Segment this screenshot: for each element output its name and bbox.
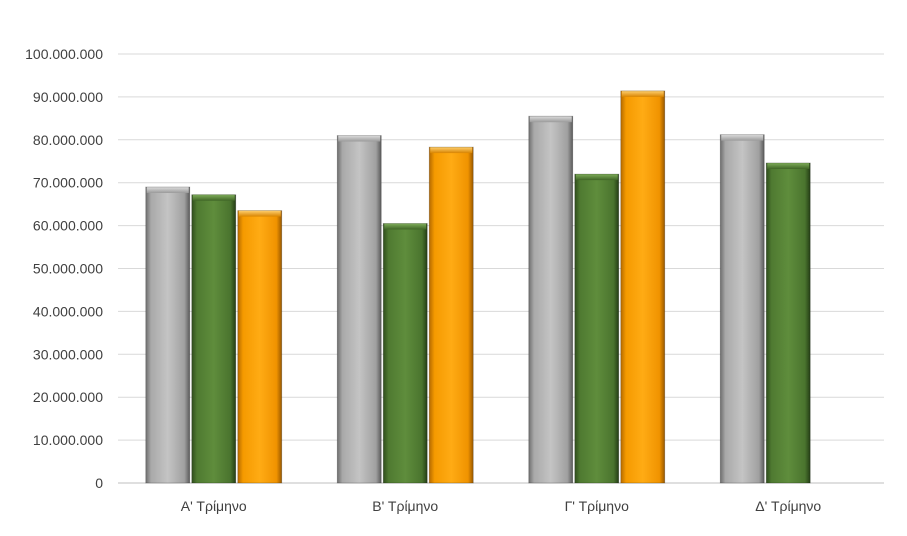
x-tick-label: Β' Τρίμηνο (372, 498, 438, 514)
bar (765, 162, 811, 484)
bar (382, 223, 428, 484)
bars (145, 90, 811, 484)
y-tick-label: 10.000.000 (33, 432, 103, 448)
y-tick-label: 70.000.000 (33, 175, 103, 191)
y-tick-label: 50.000.000 (33, 261, 103, 277)
y-axis: 0 10.000.000 20.000.000 30.000.000 40.000.00… (25, 46, 103, 491)
bar (237, 210, 283, 484)
x-tick-label: Δ' Τρίμηνο (755, 498, 821, 514)
bar (428, 146, 474, 484)
x-tick-label: Α' Τρίμηνο (181, 498, 247, 514)
y-tick-label: 60.000.000 (33, 218, 103, 234)
y-tick-label: 90.000.000 (33, 89, 103, 105)
y-tick-label: 100.000.000 (25, 46, 103, 62)
y-tick-label: 30.000.000 (33, 346, 103, 362)
x-axis: Α' Τρίμηνο Β' Τρίμηνο Γ' Τρίμηνο Δ' Τρίμηνο (181, 498, 822, 514)
y-tick-label: 20.000.000 (33, 389, 103, 405)
bar (336, 135, 382, 484)
bar (191, 194, 237, 484)
y-tick-label: 80.000.000 (33, 132, 103, 148)
bar (719, 134, 765, 484)
bar (528, 115, 574, 484)
bar (145, 186, 191, 484)
y-tick-label: 0 (95, 475, 103, 491)
bar (574, 173, 620, 484)
bar (620, 90, 666, 484)
y-tick-label: 40.000.000 (33, 303, 103, 319)
x-tick-label: Γ' Τρίμηνο (565, 498, 629, 514)
